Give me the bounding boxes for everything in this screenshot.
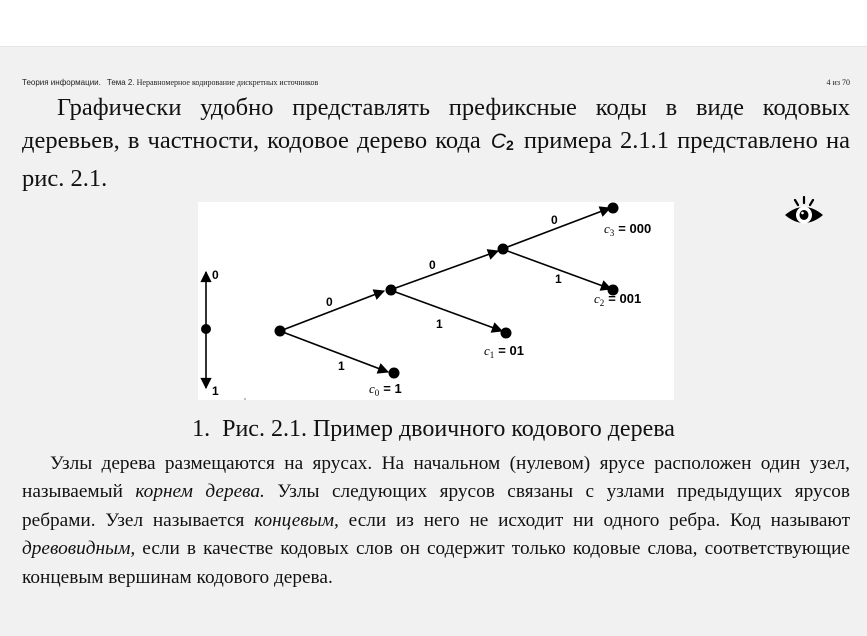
edge-root-0 bbox=[279, 289, 386, 332]
leaf-c3 bbox=[607, 202, 619, 214]
body-text: если в качестве кодовых слов он содержит… bbox=[22, 538, 850, 588]
term-tree-code: древовидным, bbox=[22, 538, 136, 560]
root-node bbox=[274, 325, 286, 337]
axis-top-label: 0 bbox=[212, 268, 219, 282]
edge-n00-1 bbox=[501, 248, 613, 291]
slide-header: Теория информации. Тема 2. Неравномерное… bbox=[22, 78, 850, 88]
edge-n0-1 bbox=[389, 289, 504, 333]
edge-label: 1 bbox=[555, 272, 562, 286]
inner-node-00 bbox=[497, 243, 509, 255]
intro-paragraph: Графически удобно представлять префиксны… bbox=[22, 91, 850, 195]
body-text: Узлы следующих ярусов связаны с узлами п… bbox=[22, 481, 850, 531]
slide: Теория информации. Тема 2. Неравномерное… bbox=[0, 47, 867, 636]
code-c2-symbol: C2 bbox=[490, 130, 514, 153]
scan-speck bbox=[244, 398, 246, 400]
leaf-c1 bbox=[500, 327, 512, 339]
codeword-labels: c3 = 000 c2 = 001 c1 = 01 c0 = 1 bbox=[369, 221, 651, 398]
figure-caption: 1. Рис. 2.1. Пример двоичного кодового д… bbox=[0, 415, 867, 443]
term-leaf: концевым, bbox=[254, 509, 339, 531]
edge-label: 1 bbox=[338, 359, 345, 373]
leaf-c2 bbox=[607, 284, 619, 296]
codeword-c1: c1 = 01 bbox=[484, 343, 524, 360]
edge-label: 0 bbox=[551, 213, 558, 227]
code-tree-figure: 0 1 bbox=[198, 202, 674, 400]
tree-edges bbox=[279, 206, 613, 374]
eye-icon[interactable] bbox=[783, 191, 825, 231]
level-axis: 0 1 bbox=[200, 268, 219, 398]
body-text: если из него не исходит ни одного ребра.… bbox=[338, 509, 850, 531]
intro-text-part1: Графически удобно представлять префиксны… bbox=[22, 94, 850, 154]
topic-title: Неравномерное кодирование дискретных ист… bbox=[136, 78, 319, 87]
caption-number: 1. bbox=[192, 416, 211, 442]
body-paragraph: Узлы дерева размещаются на ярусах. На на… bbox=[22, 450, 850, 592]
code-tree-diagram: 0 1 bbox=[200, 202, 651, 398]
body-text: Узлы дерева размещаются на ярусах. На на… bbox=[22, 453, 850, 503]
edge-labels: 0 1 0 1 0 1 bbox=[326, 213, 562, 373]
topic-label: Тема 2. bbox=[106, 78, 135, 87]
course-title: Теория информации. bbox=[22, 78, 101, 87]
page-indicator: 4 из 70 bbox=[826, 78, 850, 87]
viewer-top-bar bbox=[0, 0, 867, 47]
edge-label: 1 bbox=[436, 317, 443, 331]
axis-bottom-label: 1 bbox=[212, 384, 219, 398]
edge-label: 0 bbox=[326, 295, 333, 309]
codeword-c0: c0 = 1 bbox=[369, 381, 402, 398]
edge-n0-0 bbox=[389, 249, 500, 291]
leaf-c0 bbox=[388, 367, 400, 379]
edge-root-1 bbox=[279, 330, 390, 374]
codeword-c3: c3 = 000 bbox=[604, 221, 651, 238]
edge-label: 0 bbox=[429, 258, 436, 272]
edge-n00-0 bbox=[501, 206, 612, 250]
caption-text: Рис. 2.1. Пример двоичного кодового дере… bbox=[222, 416, 675, 442]
intro-text-part2: примера 2.1.1 представлено на рис. 2.1. bbox=[22, 127, 850, 192]
codeword-c2: c2 = 001 bbox=[594, 291, 641, 308]
axis-node bbox=[201, 324, 211, 334]
inner-node-0 bbox=[385, 284, 397, 296]
term-root: корнем дерева. bbox=[135, 481, 265, 503]
tree-nodes bbox=[274, 202, 619, 379]
